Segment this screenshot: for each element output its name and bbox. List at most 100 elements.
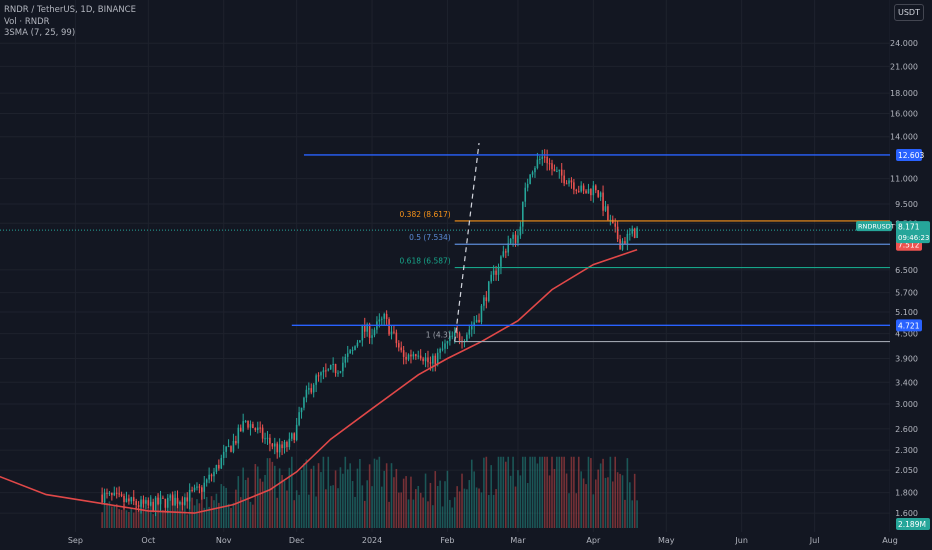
chart-legend: RNDR / TetherUS, 1D, BINANCE Vol · RNDR … <box>4 5 136 40</box>
candle-body <box>468 329 471 335</box>
candle-body <box>631 228 634 234</box>
candle-body <box>332 363 334 365</box>
candle-body <box>451 335 454 337</box>
candle-body <box>560 169 563 176</box>
candle-body <box>208 474 210 480</box>
candle-body <box>427 357 429 363</box>
volume-bar <box>633 473 636 528</box>
volume-bar <box>325 489 327 528</box>
volume-bar <box>339 467 342 528</box>
candle-body <box>230 446 232 452</box>
candle-body <box>636 227 638 238</box>
candle-body <box>495 270 497 275</box>
volume-bar <box>327 456 330 528</box>
volume-bar <box>291 456 293 528</box>
sma-99-line[interactable] <box>0 248 638 514</box>
candle-body <box>366 324 368 332</box>
candle-body <box>361 324 364 341</box>
candle-body <box>205 479 208 483</box>
level-badge: 12.603 <box>898 151 924 160</box>
candle-body <box>629 233 631 235</box>
candle-body <box>259 427 261 429</box>
volume-bar <box>432 505 434 528</box>
volume-bar <box>560 456 563 528</box>
candle-body <box>142 499 145 504</box>
candle-body <box>570 180 573 183</box>
volume-bar <box>512 456 514 528</box>
volume-bar <box>497 456 500 528</box>
candle-body <box>405 356 407 360</box>
time-axis[interactable] <box>0 533 890 550</box>
volume-bar <box>558 456 561 528</box>
volume-bar <box>293 500 296 528</box>
candle-body <box>497 266 500 275</box>
volume-bar <box>145 510 147 528</box>
candle-body <box>475 319 478 323</box>
currency-button[interactable]: USDT <box>894 4 924 21</box>
volume-bar <box>149 497 152 528</box>
candle-body <box>303 397 305 408</box>
candle-body <box>179 502 181 504</box>
volume-bar <box>466 489 468 528</box>
dashed-trend-line[interactable] <box>454 142 480 342</box>
candle-body <box>393 331 395 333</box>
time-tick-label: Nov <box>216 536 232 545</box>
candle-body <box>439 349 441 353</box>
candle-body <box>203 482 206 492</box>
volume-bar <box>483 457 485 528</box>
candle-body <box>419 355 422 359</box>
volume-bar <box>198 503 201 528</box>
candle-body <box>402 350 405 357</box>
candle-body <box>412 354 415 357</box>
time-tick-label: Sep <box>68 536 83 545</box>
price-tick-label: 6.500 <box>895 266 918 275</box>
volume-bar <box>368 464 371 528</box>
candle-body <box>349 350 351 354</box>
candle-body <box>157 497 159 505</box>
volume-indicator-label[interactable]: Vol · RNDR <box>4 16 50 27</box>
volume-bar <box>269 458 271 528</box>
volume-bar <box>492 494 495 528</box>
volume-bar <box>568 493 570 528</box>
volume-bar <box>475 487 478 528</box>
volume-bar <box>580 471 582 528</box>
price-axis[interactable] <box>890 0 932 550</box>
candle-body <box>395 332 398 344</box>
candle-body <box>300 407 303 413</box>
volume-bar <box>636 500 638 528</box>
candle-body <box>466 334 468 342</box>
candle-body <box>417 355 420 357</box>
candle-body <box>339 371 342 373</box>
volume-bar <box>575 493 578 528</box>
volume-bar <box>115 503 118 528</box>
candle-body <box>480 305 483 323</box>
candle-body <box>531 172 534 175</box>
candle-body <box>556 171 558 173</box>
volume-badge-bg <box>896 518 930 530</box>
volume-bar <box>611 481 614 528</box>
candle-body <box>222 451 225 459</box>
candle-body <box>607 206 609 221</box>
candle-body <box>281 444 283 449</box>
volume-bar <box>317 463 320 528</box>
volume-bar <box>529 456 531 528</box>
volume-bar <box>162 509 164 528</box>
volume-bar <box>502 456 505 528</box>
candle-body <box>283 442 286 449</box>
volume-bar <box>130 508 133 528</box>
volume-bar <box>361 485 364 528</box>
candle-body <box>434 355 437 365</box>
candle-body <box>539 159 541 161</box>
volume-bar <box>500 456 502 528</box>
price-tick-label: 1.600 <box>895 509 918 518</box>
volume-bar <box>244 480 247 528</box>
volume-bar <box>473 471 475 528</box>
candle-body <box>101 494 103 503</box>
volume-bar <box>103 500 106 528</box>
volume-bar <box>585 484 587 528</box>
symbol-title[interactable]: RNDR / TetherUS, 1D, BINANCE <box>4 5 136 15</box>
volume-bar <box>342 473 344 528</box>
price-tick-label: 2.600 <box>895 425 918 434</box>
sma-indicator-label[interactable]: 3SMA (7, 25, 99) <box>4 28 76 38</box>
